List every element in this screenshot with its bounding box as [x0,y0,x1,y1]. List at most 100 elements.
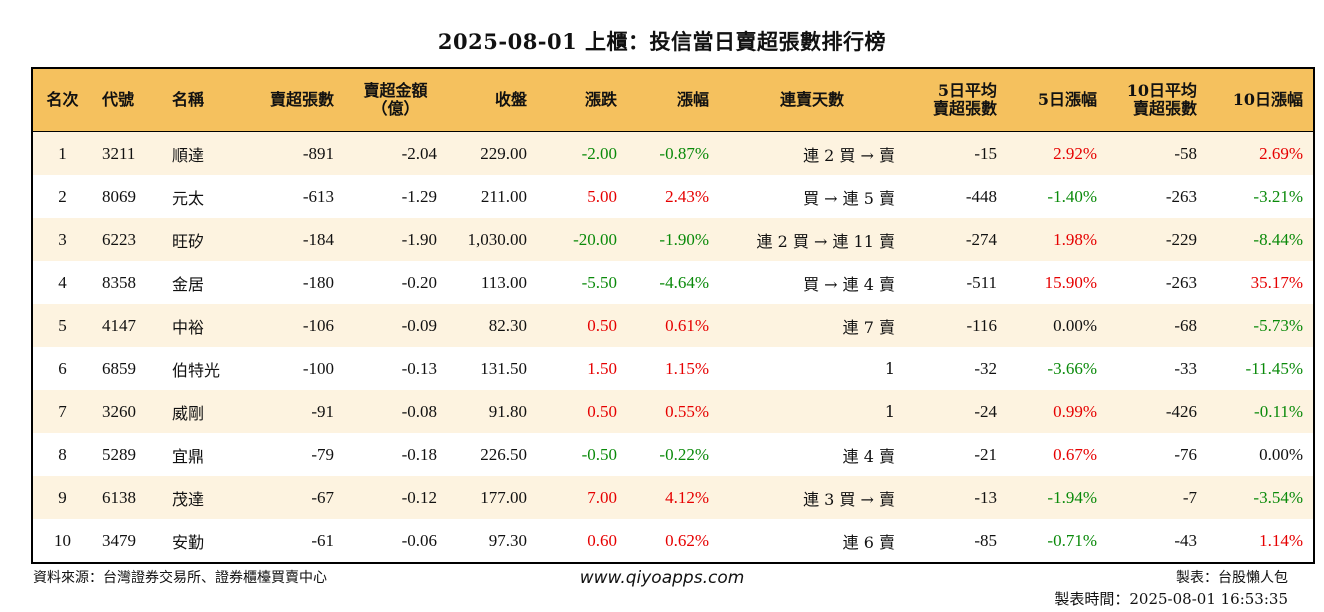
pct10-cell: 35.17% [1207,261,1314,304]
code-cell: 3479 [92,519,162,563]
pct-cell: -0.22% [627,433,719,476]
change-cell: 5.00 [537,175,627,218]
avg5-cell: -274 [905,218,1007,261]
close-cell: 211.00 [447,175,537,218]
change-cell: 1.50 [537,347,627,390]
pct10-cell: 2.69% [1207,131,1314,175]
streak-cell: 連 3 買 → 賣 [719,476,905,519]
table-row: 3 6223 旺矽 -184 -1.90 1,030.00 -20.00 -1.90% 連 2 … [32,218,1314,261]
table-row: 2 8069 元太 -613 -1.29 211.00 5.00 2.43% 買 → 連 5 賣… [32,175,1314,218]
pct10-cell: 1.14% [1207,519,1314,563]
close-cell: 131.50 [447,347,537,390]
col-header-rank: 名次 [32,68,92,132]
pct5-cell: 2.92% [1007,131,1107,175]
avg10-cell: -229 [1107,218,1207,261]
close-cell: 82.30 [447,304,537,347]
page-title: 2025-08-01 上櫃：投信當日賣超張數排行榜 [437,29,887,54]
rank-cell: 10 [32,519,92,563]
avg5-cell: -15 [905,131,1007,175]
code-cell: 6859 [92,347,162,390]
streak-cell: 連 2 買 → 連 11 賣 [719,218,905,261]
pct5-cell: 0.00% [1007,304,1107,347]
col-header-pct10: 10日漲幅 [1207,68,1314,132]
rank-cell: 4 [32,261,92,304]
rank-cell: 1 [32,131,92,175]
name-cell: 元太 [162,175,244,218]
pct10-cell: -8.44% [1207,218,1314,261]
close-cell: 97.30 [447,519,537,563]
avg10-cell: -7 [1107,476,1207,519]
streak-cell: 連 4 賣 [719,433,905,476]
sell-amount-cell: -0.06 [344,519,447,563]
avg5-cell: -116 [905,304,1007,347]
avg10-cell: -43 [1107,519,1207,563]
name-cell: 旺矽 [162,218,244,261]
sell-amount-cell: -0.09 [344,304,447,347]
sell-lots-cell: -184 [244,218,344,261]
code-cell: 6223 [92,218,162,261]
pct10-cell: -5.73% [1207,304,1314,347]
table-row: 6 6859 伯特光 -100 -0.13 131.50 1.50 1.15% 1 -32 -3.6… [32,347,1314,390]
avg10-cell: -76 [1107,433,1207,476]
pct10-cell: -3.21% [1207,175,1314,218]
sell-amount-cell: -0.20 [344,261,447,304]
data-source: 資料來源：台灣證券交易所、證券櫃檯買賣中心 [33,570,327,586]
table-row: 9 6138 茂達 -67 -0.12 177.00 7.00 4.12% 連 3 買 → 賣-… [32,476,1314,519]
sell-lots-cell: -180 [244,261,344,304]
rank-cell: 9 [32,476,92,519]
sell-amount-cell: -0.18 [344,433,447,476]
streak-cell: 買 → 連 4 賣 [719,261,905,304]
col-header-sell-amount: 賣超金額 （億） [344,68,447,132]
pct-cell: 2.43% [627,175,719,218]
avg5-cell: -21 [905,433,1007,476]
close-cell: 226.50 [447,433,537,476]
sell-amount-cell: -0.13 [344,347,447,390]
avg10-cell: -426 [1107,390,1207,433]
col-header-sell-lots: 賣超張數 [244,68,344,132]
sell-lots-cell: -67 [244,476,344,519]
header-row: 名次 代號 名稱 賣超張數 賣超金額 （億） 收盤 漲跌 漲幅 連賣天數 5日平… [32,68,1314,132]
sell-lots-cell: -100 [244,347,344,390]
avg10-cell: -58 [1107,131,1207,175]
avg5-cell: -24 [905,390,1007,433]
close-cell: 113.00 [447,261,537,304]
sell-amount-cell: -1.90 [344,218,447,261]
avg5-cell: -448 [905,175,1007,218]
avg10-cell: -263 [1107,261,1207,304]
pct5-cell: -1.94% [1007,476,1107,519]
sell-lots-cell: -106 [244,304,344,347]
pct5-cell: 0.67% [1007,433,1107,476]
streak-cell: 連 6 賣 [719,519,905,563]
change-cell: -20.00 [537,218,627,261]
code-cell: 8358 [92,261,162,304]
close-cell: 1,030.00 [447,218,537,261]
table-row: 4 8358 金居 -180 -0.20 113.00 -5.50 -4.64% 買 → 連 4… [32,261,1314,304]
pct-cell: 0.62% [627,519,719,563]
change-cell: -2.00 [537,131,627,175]
avg5-cell: -511 [905,261,1007,304]
col-header-code: 代號 [92,68,162,132]
pct5-cell: 0.99% [1007,390,1107,433]
pct10-cell: -3.54% [1207,476,1314,519]
close-cell: 229.00 [447,131,537,175]
pct-cell: 1.15% [627,347,719,390]
pct10-cell: -0.11% [1207,390,1314,433]
pct5-cell: -3.66% [1007,347,1107,390]
sell-lots-cell: -61 [244,519,344,563]
avg10-cell: -263 [1107,175,1207,218]
change-cell: 7.00 [537,476,627,519]
pct10-cell: 0.00% [1207,433,1314,476]
sell-amount-cell: -2.04 [344,131,447,175]
name-cell: 威剛 [162,390,244,433]
col-header-pct: 漲幅 [627,68,719,132]
pct-cell: 0.61% [627,304,719,347]
pct5-cell: 15.90% [1007,261,1107,304]
streak-cell: 1 [719,390,905,433]
streak-cell: 買 → 連 5 賣 [719,175,905,218]
close-cell: 91.80 [447,390,537,433]
change-cell: 0.60 [537,519,627,563]
pct5-cell: -1.40% [1007,175,1107,218]
table-row: 5 4147 中裕 -106 -0.09 82.30 0.50 0.61% 連 7 賣 -116 0… [32,304,1314,347]
table-row: 7 3260 威剛 -91 -0.08 91.80 0.50 0.55% 1 -24 0.99% -4… [32,390,1314,433]
streak-cell: 1 [719,347,905,390]
